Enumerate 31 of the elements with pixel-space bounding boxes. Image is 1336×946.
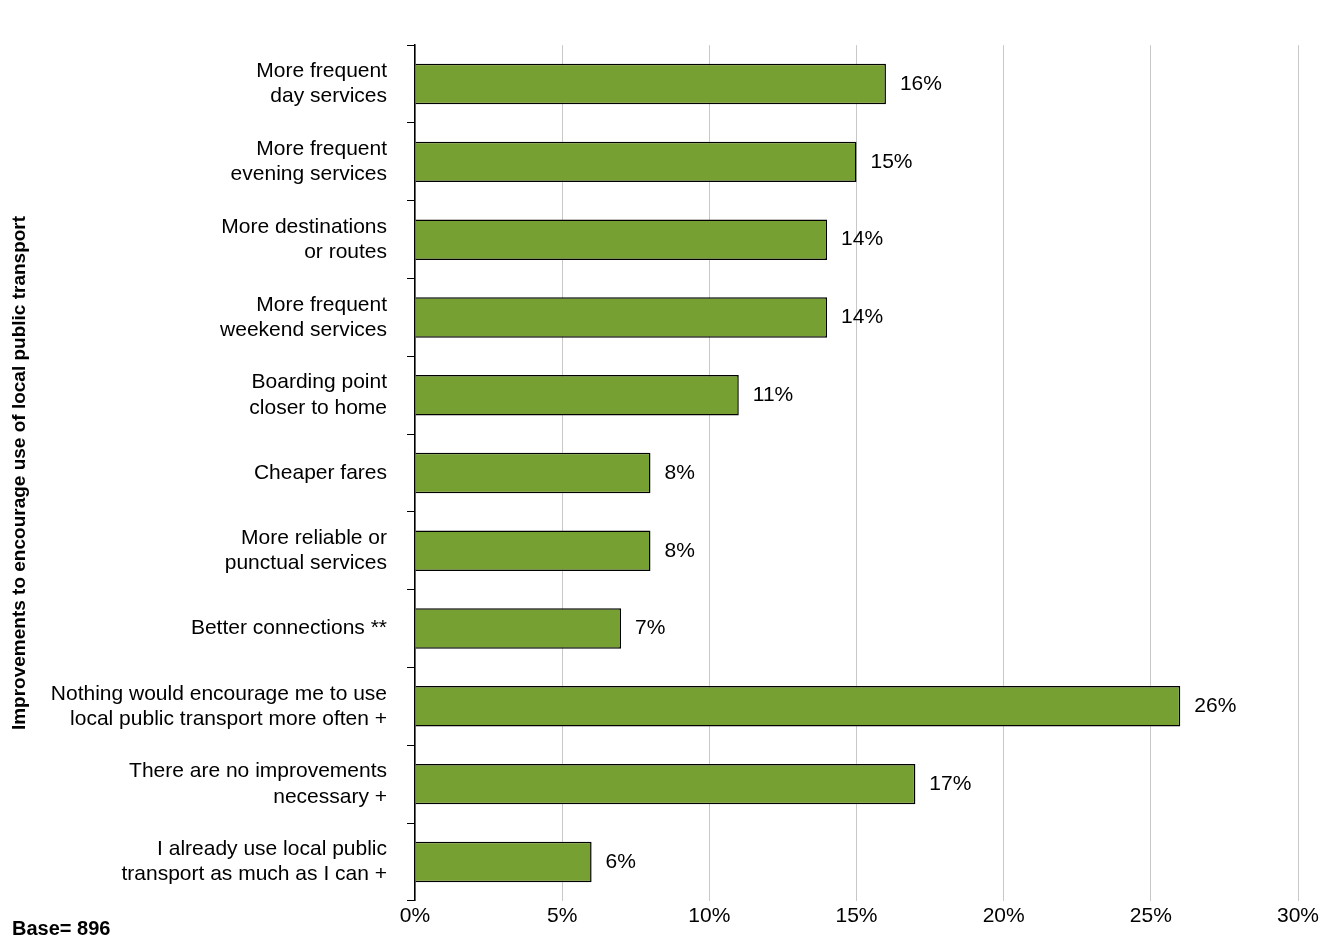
data-label: 7% xyxy=(635,615,666,639)
x-tick-label: 0% xyxy=(399,903,431,927)
x-tick-label: 15% xyxy=(835,903,878,927)
data-label: 6% xyxy=(605,848,636,872)
data-label: 11% xyxy=(752,382,794,406)
y-tick-label: I already use local public transport as much as I can + xyxy=(121,836,388,885)
data-label: 16% xyxy=(899,70,942,94)
data-label: 17% xyxy=(929,770,972,794)
y-tick-label: There are no improvements necessary + xyxy=(129,758,388,807)
y-tick-label: More destinations or routes xyxy=(221,213,388,263)
y-tick-label: Cheaper fares xyxy=(253,459,388,483)
y-tick-label: More reliable or punctual services xyxy=(224,524,388,574)
data-label: 14% xyxy=(841,226,884,250)
x-tick-label: 10% xyxy=(688,903,731,927)
y-tick-label: More frequent evening services xyxy=(230,136,388,185)
x-tick-label: 25% xyxy=(1129,903,1172,927)
data-label: 26% xyxy=(1194,693,1237,717)
y-axis-title: Improvements to encourage use of local public transport xyxy=(7,215,29,731)
data-label: 15% xyxy=(870,148,913,172)
data-label: 8% xyxy=(664,537,695,561)
y-tick-label: Boarding point closer to home xyxy=(249,369,388,418)
x-tick-label: 20% xyxy=(982,903,1025,927)
data-label: 14% xyxy=(841,304,884,328)
y-tick-label: More frequent day services xyxy=(256,58,388,107)
x-tick-label: 5% xyxy=(547,903,578,927)
data-label: 8% xyxy=(664,459,695,483)
x-tick-label: 30% xyxy=(1276,903,1320,927)
text: Base= 896 xyxy=(12,917,111,939)
y-tick-label: Nothing would encourage me to use local public transport more often + xyxy=(50,680,388,729)
y-tick-label: Better connections ** xyxy=(190,615,388,639)
y-tick-label: More frequent weekend services xyxy=(219,291,388,340)
